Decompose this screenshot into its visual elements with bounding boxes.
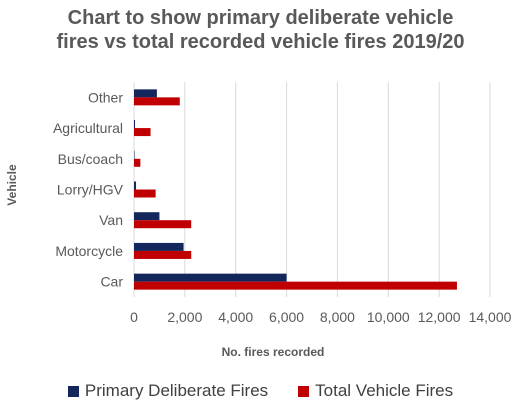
bar-primary-agricultural [134, 120, 136, 129]
y-tick-label: Car [100, 274, 123, 290]
y-tick-label: Bus/coach [58, 151, 123, 167]
y-axis-tick-labels: Car Motorcycle Van Lorry/HGV Bus/coach Agricu… [53, 89, 124, 289]
y-tick-label: Agricultural [53, 120, 123, 136]
bar-total-lorry-hgv [134, 189, 156, 198]
bar-primary-other [134, 89, 157, 98]
legend-item-primary: Primary Deliberate Fires [67, 381, 269, 401]
bar-primary-car [134, 273, 287, 282]
legend-label-primary: Primary Deliberate Fires [84, 381, 269, 400]
x-tick-label: 4,000 [218, 309, 253, 325]
bar-primary-lorry-hgv [134, 181, 137, 190]
chart-title: Chart to show primary deliberate vehicle… [0, 6, 521, 54]
bar-total-bus-coach [134, 158, 141, 167]
legend-item-total: Total Vehicle Fires [298, 381, 453, 401]
bars [134, 89, 457, 290]
bar-total-motorcycle [134, 250, 192, 259]
x-tick-label: 10,000 [367, 309, 410, 325]
bar-total-other [134, 97, 180, 106]
y-tick-label: Lorry/HGV [57, 182, 124, 198]
chart-title-line-2: fires vs total recorded vehicle fires 20… [56, 31, 465, 53]
legend: Primary Deliberate Fires Total Vehicle F… [0, 381, 521, 401]
y-axis-title: Vehicle [5, 164, 19, 206]
bar-primary-van [134, 212, 160, 221]
x-tick-label: 6,000 [269, 309, 304, 325]
legend-swatch-primary [67, 385, 79, 397]
legend-label-total: Total Vehicle Fires [315, 381, 454, 400]
bar-primary-bus-coach [134, 150, 135, 159]
x-tick-label: 14,000 [469, 309, 512, 325]
x-axis-title: No. fires recorded [222, 345, 325, 359]
legend-swatch-total [298, 385, 310, 397]
x-tick-label: 12,000 [418, 309, 461, 325]
x-tick-label: 0 [130, 309, 138, 325]
x-tick-label: 8,000 [320, 309, 355, 325]
y-tick-label: Motorcycle [55, 243, 123, 259]
gridlines [133, 82, 491, 297]
chart-title-line-1: Chart to show primary deliberate vehicle [67, 7, 454, 29]
bar-total-car [134, 281, 457, 290]
y-tick-label: Van [99, 212, 123, 228]
x-axis-tick-labels: 0 2,000 4,000 6,000 8,000 10,000 12,000 14,000 [130, 309, 512, 325]
bar-total-agricultural [134, 128, 151, 137]
bar-total-van [134, 220, 192, 229]
y-tick-label: Other [88, 89, 123, 105]
x-tick-label: 2,000 [167, 309, 202, 325]
bar-primary-motorcycle [134, 242, 184, 251]
